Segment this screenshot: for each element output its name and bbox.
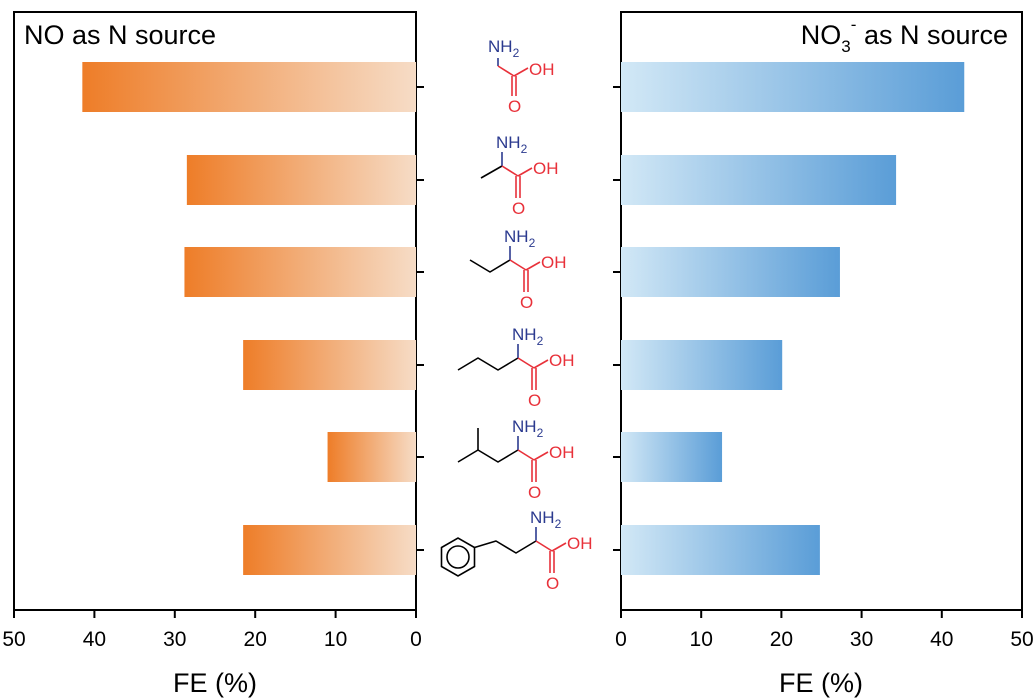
hydroxyl-label: OH [567, 534, 593, 553]
left-xlabel: FE (%) [173, 668, 257, 698]
left-bar [327, 432, 416, 482]
carbonyl-o-label: O [520, 293, 533, 312]
right-title-sup: - [851, 15, 857, 34]
hydroxyl-label: OH [541, 253, 567, 272]
carbonyl-o-label: O [528, 391, 541, 410]
right-xlabel: FE (%) [779, 668, 863, 698]
right-bar [621, 247, 840, 297]
right-panel: NO3- as N source 0 10 20 30 40 50 FE (%) [613, 11, 1034, 698]
right-x-tick-label: 20 [770, 628, 793, 651]
nh2-label: NH2 [504, 227, 536, 250]
nh2-label: NH2 [488, 37, 520, 60]
right-x-tick-label: 40 [930, 628, 953, 651]
structure-leucine: NH2 OH O [457, 417, 575, 502]
right-x-axis: 0 10 20 30 40 50 [615, 610, 1034, 651]
left-x-tick-label: 40 [83, 628, 106, 651]
right-title-main: NO [801, 20, 842, 50]
nh2-label: NH2 [512, 325, 544, 348]
nh2-label: NH2 [530, 508, 562, 531]
structure-alanine: NH2 OH O [480, 133, 559, 218]
right-x-tick-label: 0 [615, 628, 627, 651]
structure-aminobutyric-acid: NH2 OH O [469, 227, 567, 312]
hydroxyl-label: OH [549, 351, 575, 370]
left-title: NO as N source [24, 20, 216, 50]
right-x-tick-label: 50 [1010, 628, 1033, 651]
hydroxyl-label: OH [529, 60, 555, 79]
right-title-rest: as N source [856, 20, 1008, 50]
structure-homophenylalanine: NH2 OH O [440, 508, 593, 593]
left-bar [243, 525, 416, 575]
right-bar [621, 432, 723, 482]
carbonyl-o-label: O [528, 483, 541, 502]
carbonyl-o-label: O [508, 97, 521, 116]
right-plot-frame [620, 11, 1023, 611]
carbonyl-o-label: O [546, 574, 559, 593]
hydroxyl-label: OH [549, 443, 575, 462]
structure-norvaline: NH2 OH O [457, 325, 575, 410]
right-x-tick-label: 30 [850, 628, 873, 651]
carbonyl-o-label: O [512, 199, 525, 218]
left-bar [243, 340, 416, 390]
right-bar [621, 340, 783, 390]
left-x-axis: 50 40 30 20 10 0 [2, 610, 422, 651]
right-title: NO3- as N source [801, 15, 1008, 56]
left-plot-frame [13, 11, 417, 611]
hydroxyl-label: OH [533, 159, 559, 178]
nh2-label: NH2 [512, 417, 544, 440]
right-x-tick-label: 10 [690, 628, 713, 651]
right-title-sub: 3 [841, 37, 850, 56]
amino-acid-structures: NH2 OH O NH2 OH O NH2 OH O NH2 OH O NH2 OH O NH2 OH O [440, 37, 593, 593]
right-bar [621, 62, 965, 112]
left-bar [186, 155, 416, 205]
nh2-label: NH2 [496, 133, 528, 156]
right-bar [621, 155, 897, 205]
left-panel: NO as N source 50 40 30 20 10 0 FE (%) [2, 11, 424, 698]
left-x-tick-label: 10 [324, 628, 347, 651]
left-x-tick-label: 30 [163, 628, 186, 651]
right-bars [613, 62, 965, 575]
left-bar [184, 247, 416, 297]
right-bar [621, 525, 820, 575]
left-bar [82, 62, 416, 112]
left-x-tick-label: 20 [244, 628, 267, 651]
left-x-tick-label: 0 [410, 628, 422, 651]
left-x-tick-label: 50 [2, 628, 25, 651]
structure-glycine: NH2 OH O [488, 37, 555, 116]
left-bars [82, 62, 424, 575]
